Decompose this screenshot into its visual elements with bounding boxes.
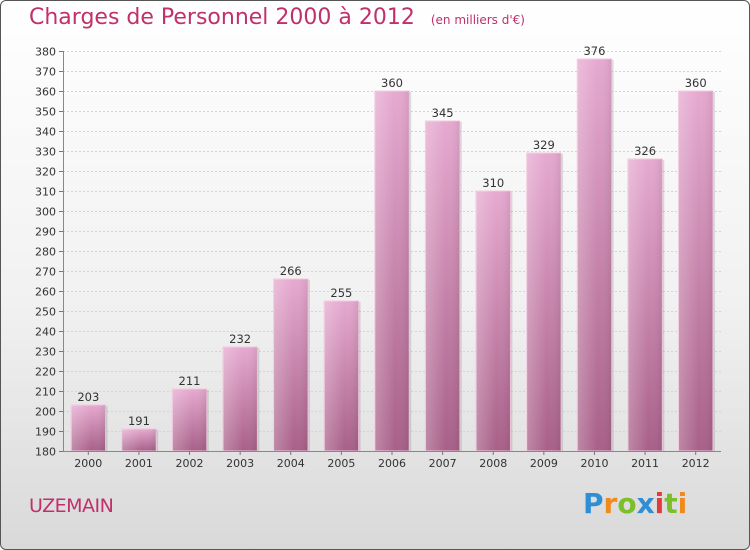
bar-value-label: 203 xyxy=(77,390,99,404)
logo-letter: o xyxy=(617,487,637,520)
y-tick-label: 280 xyxy=(35,246,56,259)
bar-value-label: 360 xyxy=(685,76,707,90)
bar-sheen xyxy=(678,91,713,451)
x-tick-label: 2012 xyxy=(682,457,710,470)
bar-value-label: 376 xyxy=(583,44,605,58)
bar-sheen xyxy=(476,191,511,451)
y-tick-label: 260 xyxy=(35,286,56,299)
y-axis: 180 190 200 210 220 230 240 250 260 270 280 290 300 3… xyxy=(35,46,64,459)
y-tick-label: 300 xyxy=(35,206,56,219)
bar-value-label: 232 xyxy=(229,332,251,346)
x-tick-label: 2000 xyxy=(74,457,102,470)
bar-sheen xyxy=(577,59,612,451)
x-tick-label: 2003 xyxy=(226,457,254,470)
x-tick-label: 2009 xyxy=(530,457,558,470)
x-tick-label: 2011 xyxy=(631,457,659,470)
y-tick-label: 340 xyxy=(35,126,56,139)
y-tick-label: 370 xyxy=(35,66,56,79)
logo-letter: r xyxy=(603,487,618,520)
x-tick-label: 2006 xyxy=(378,457,406,470)
bar-value-label: 191 xyxy=(128,414,150,428)
proxiti-logo: Proxiti xyxy=(583,487,687,520)
chart-title: Charges de Personnel 2000 à 2012 (en mill… xyxy=(29,5,525,30)
place-name: UZEMAIN xyxy=(29,495,114,517)
bar-value-label: 345 xyxy=(432,106,454,120)
y-tick-label: 350 xyxy=(35,106,56,119)
x-tick-label: 2007 xyxy=(429,457,457,470)
x-tick-label: 2001 xyxy=(125,457,153,470)
y-tick-label: 190 xyxy=(35,426,56,439)
y-tick-label: 230 xyxy=(35,346,56,359)
x-tick-label: 2005 xyxy=(327,457,355,470)
bar-value-label: 211 xyxy=(179,374,201,388)
chart-subtitle: (en milliers d'€) xyxy=(430,13,525,27)
bar-value-label: 310 xyxy=(482,176,504,190)
x-tick-label: 2002 xyxy=(176,457,204,470)
bar-value-label: 266 xyxy=(280,264,302,278)
x-axis: 2000 2001 2002 2003 2004 2005 2006 2007 2008 2009… xyxy=(63,451,721,470)
bars: 203 191 211 232 266 255 360 345 310 329 376 326 360 xyxy=(70,44,715,452)
y-tick-label: 270 xyxy=(35,266,56,279)
x-tick-label: 2008 xyxy=(479,457,507,470)
bar-sheen xyxy=(172,389,207,451)
bar-value-label: 326 xyxy=(634,144,656,158)
y-tick-label: 330 xyxy=(35,146,56,159)
title-text: Charges de Personnel 2000 à 2012 xyxy=(29,5,415,30)
bar-sheen xyxy=(627,159,663,451)
x-tick-label: 2010 xyxy=(580,457,608,470)
y-tick-label: 180 xyxy=(35,446,56,459)
bar-sheen xyxy=(526,153,562,451)
logo-letter: t xyxy=(664,487,678,520)
logo-letter: i xyxy=(677,487,688,520)
y-tick-label: 320 xyxy=(35,166,56,179)
y-tick-label: 250 xyxy=(35,306,56,319)
y-tick-label: 290 xyxy=(35,226,56,239)
logo-letter: i xyxy=(654,487,665,520)
bar-sheen xyxy=(425,121,460,451)
x-tick-label: 2004 xyxy=(277,457,305,470)
bar-sheen xyxy=(71,405,106,451)
y-tick-label: 360 xyxy=(35,86,56,99)
logo-letter: x xyxy=(636,487,655,520)
bar-sheen xyxy=(374,91,410,451)
bar-value-label: 329 xyxy=(533,138,555,152)
y-tick-label: 240 xyxy=(35,326,56,339)
y-tick-label: 310 xyxy=(35,186,56,199)
logo-letter: P xyxy=(583,487,604,520)
y-tick-label: 200 xyxy=(35,406,56,419)
y-tick-label: 220 xyxy=(35,366,56,379)
bar-value-label: 255 xyxy=(330,286,352,300)
bar-value-label: 360 xyxy=(381,76,403,90)
y-tick-label: 210 xyxy=(35,386,56,399)
bar-sheen xyxy=(121,429,157,451)
bar-sheen xyxy=(324,301,359,451)
bar-sheen xyxy=(222,347,258,451)
bar-sheen xyxy=(273,279,308,451)
y-tick-label: 380 xyxy=(35,46,56,59)
